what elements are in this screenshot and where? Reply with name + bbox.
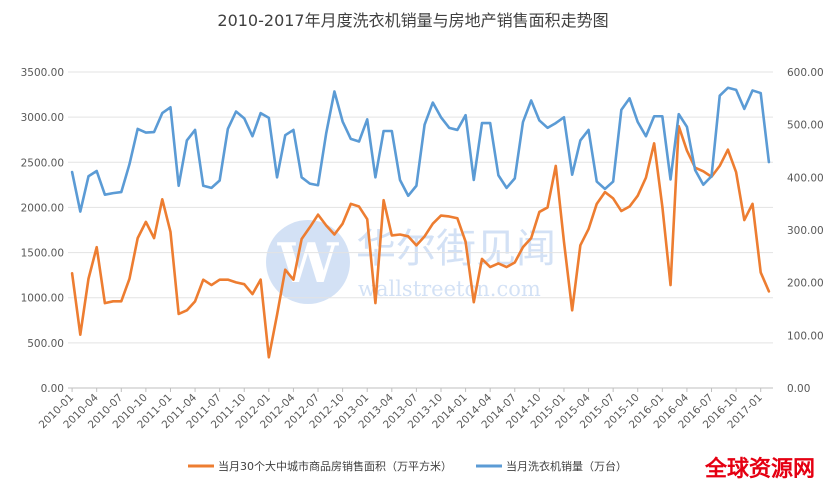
y-left-tick-label: 1000.00 <box>21 293 64 305</box>
series-line-washer-sales <box>70 86 771 213</box>
legend: 当月30个大中城市商品房销售面积（万平方米） 当月洗衣机销量（万台） <box>188 459 627 473</box>
y-right-tick-label: 200.00 <box>787 278 824 290</box>
y-left-tick-label: 3000.00 <box>21 112 64 124</box>
legend-label-washer: 当月洗衣机销量（万台） <box>506 459 627 473</box>
watermark-logo-letter: W <box>277 231 340 295</box>
chart-title: 2010-2017年月度洗衣机销量与房地产销售面积走势图 <box>217 11 608 30</box>
corner-brand: 全球资源网 <box>704 456 815 482</box>
y-left-tick-label: 500.00 <box>27 338 64 350</box>
series-line-property-area <box>70 124 771 359</box>
y-right-tick-label: 500.00 <box>787 120 824 132</box>
y-left-tick-label: 2500.00 <box>21 157 64 169</box>
y-right-tick-label: 0.00 <box>787 383 810 395</box>
watermark: W 华尔街见闻 wallstreetcn.com <box>266 220 556 304</box>
watermark-logo <box>266 220 350 304</box>
watermark-url: wallstreetcn.com <box>358 277 541 301</box>
y-left-tick-label: 0.00 <box>41 383 64 395</box>
y-left-tick-label: 2000.00 <box>21 202 64 214</box>
y-right-tick-label: 300.00 <box>787 225 824 237</box>
y-left-tick-label: 3500.00 <box>21 67 64 79</box>
y-right-tick-label: 400.00 <box>787 172 824 184</box>
y-left-tick-label: 1500.00 <box>21 248 64 260</box>
legend-label-area: 当月30个大中城市商品房销售面积（万平方米） <box>218 459 452 473</box>
y-right-tick-label: 600.00 <box>787 67 824 79</box>
y-right-tick-label: 100.00 <box>787 330 824 342</box>
watermark-brand: 华尔街见闻 <box>356 226 556 272</box>
